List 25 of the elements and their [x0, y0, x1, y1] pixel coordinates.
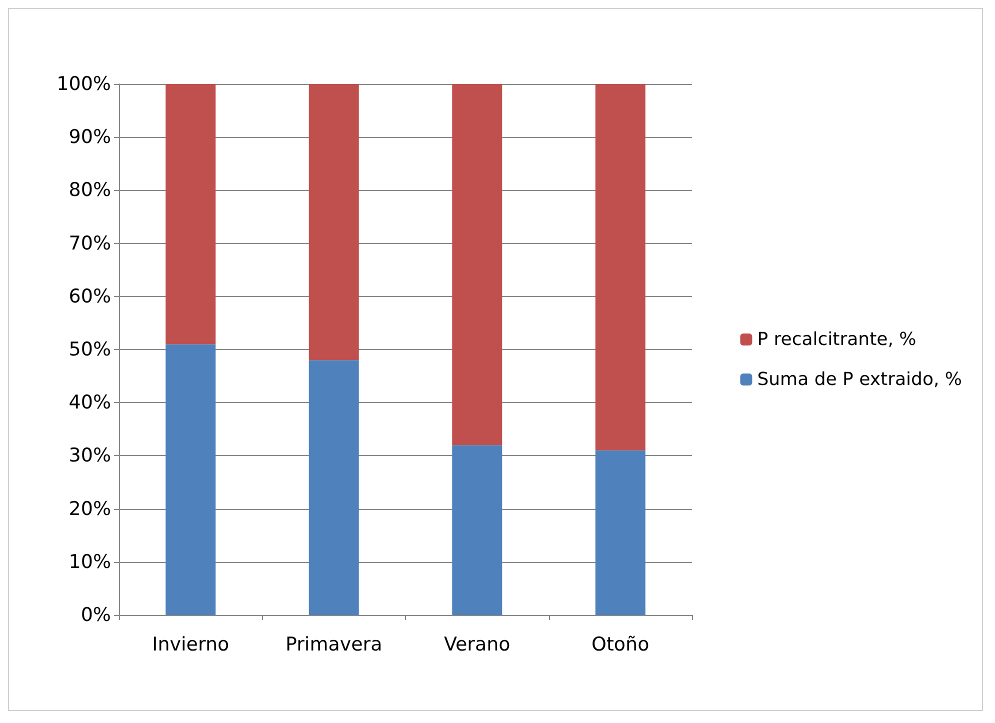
- bar: [308, 84, 359, 360]
- x-tick-label: Otoño: [592, 634, 650, 656]
- y-tick-label: 60%: [68, 285, 111, 308]
- y-tick-label: 90%: [68, 126, 111, 148]
- y-tick-label: 80%: [68, 179, 111, 202]
- bar: [308, 360, 359, 615]
- x-tick-label: Verano: [444, 634, 510, 656]
- y-tick-label: 10%: [68, 550, 111, 573]
- y-tick-label: 70%: [68, 232, 111, 254]
- bar: [595, 84, 646, 450]
- y-tick-label: 50%: [68, 338, 111, 360]
- bar: [166, 84, 216, 344]
- legend-label: P recalcitrante, %: [757, 329, 916, 350]
- y-tick-label: 0%: [80, 604, 111, 626]
- y-tick-label: 100%: [56, 73, 111, 95]
- y-tick-label: 40%: [68, 392, 111, 414]
- y-tick-label: 20%: [68, 498, 111, 520]
- bar: [166, 344, 216, 615]
- x-tick-label: Primavera: [285, 634, 382, 656]
- x-tick-label: Invierno: [152, 634, 230, 656]
- bar: [595, 450, 646, 615]
- legend-label: Suma de P extraido, %: [757, 369, 962, 390]
- bar: [452, 445, 502, 615]
- bar: [452, 84, 502, 446]
- y-tick-label: 30%: [68, 444, 111, 467]
